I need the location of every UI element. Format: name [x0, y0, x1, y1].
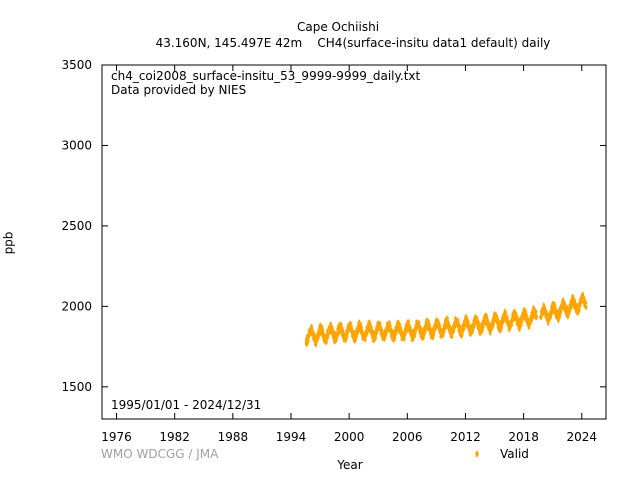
- x-axis-label: Year: [337, 458, 363, 472]
- data-point: [360, 325, 364, 331]
- x-tick-label: 2018: [508, 430, 539, 444]
- data-point: [472, 324, 476, 330]
- data-point: [402, 336, 406, 342]
- data-point: [306, 338, 310, 344]
- y-tick-label: 1500: [61, 380, 92, 394]
- chart-subtitle: 43.160N, 145.497E 42m CH4(surface-insitu…: [155, 36, 551, 50]
- data-point: [450, 334, 454, 340]
- chart-title: Cape Ochiishi: [296, 20, 380, 34]
- date-range-annotation: 1995/01/01 - 2024/12/31: [111, 398, 262, 412]
- y-tick-label: 2000: [61, 299, 92, 313]
- data-point: [462, 326, 466, 332]
- data-point: [481, 325, 485, 331]
- data-point: [423, 329, 427, 335]
- data-point: [374, 335, 378, 341]
- data-point: [505, 314, 509, 320]
- y-tick-label: 3000: [61, 138, 92, 152]
- data-point: [460, 332, 464, 338]
- data-point: [407, 319, 411, 325]
- data-point: [492, 322, 496, 328]
- x-tick-label: 1988: [218, 430, 249, 444]
- data-point: [477, 320, 481, 326]
- legend-marker-icon: [475, 450, 479, 458]
- data-point: [432, 332, 436, 338]
- data-point: [563, 302, 567, 308]
- data-point: [549, 314, 553, 320]
- y-tick-label: 2500: [61, 219, 92, 233]
- data-point: [577, 308, 581, 314]
- data-point: [570, 304, 574, 310]
- filename-annotation: ch4_coi2008_surface-insitu_53_9999-9999_…: [111, 69, 421, 83]
- data-point: [584, 300, 588, 306]
- provider-annotation: Data provided by NIES: [111, 83, 247, 97]
- data-point: [510, 322, 514, 328]
- data-point: [584, 305, 588, 311]
- data-point: [535, 315, 539, 321]
- credit-text: WMO WDCGG / JMA: [101, 447, 219, 461]
- x-tick-label: 1982: [159, 430, 190, 444]
- data-point: [378, 320, 382, 326]
- data-point: [446, 315, 450, 321]
- legend-label: Valid: [500, 447, 529, 461]
- data-point: [417, 319, 421, 325]
- data-point: [438, 323, 442, 329]
- x-tick-label: 2012: [450, 430, 481, 444]
- plot-frame: [101, 64, 607, 420]
- x-tick-label: 2000: [334, 430, 365, 444]
- data-point: [467, 319, 471, 325]
- legend: Valid: [470, 447, 550, 461]
- data-point: [345, 334, 349, 340]
- x-tick-label: 2006: [392, 430, 423, 444]
- x-tick-label: 1976: [101, 430, 132, 444]
- data-point: [363, 337, 367, 343]
- y-tick-label: 3500: [61, 58, 92, 72]
- data-point: [534, 309, 538, 315]
- x-tick-label: 2024: [566, 430, 597, 444]
- data-point: [337, 330, 341, 336]
- x-tick-label: 1994: [276, 430, 307, 444]
- data-point: [321, 327, 325, 333]
